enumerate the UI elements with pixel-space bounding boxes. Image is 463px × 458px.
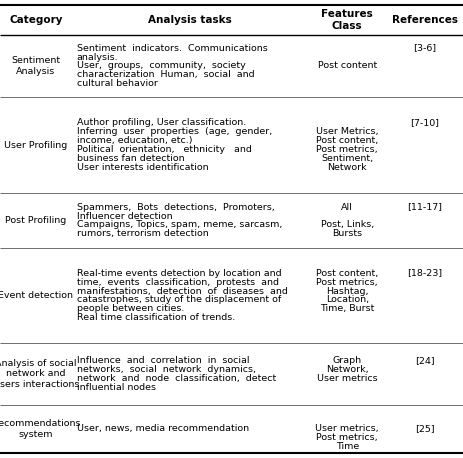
Text: Event detection: Event detection [0,291,73,300]
Text: User,  groups,  community,  society: User, groups, community, society [77,61,245,71]
Text: Network,: Network, [326,365,369,374]
Text: All: All [341,202,353,212]
Text: Category: Category [9,15,63,25]
Text: Spammers,  Bots  detections,  Promoters,: Spammers, Bots detections, Promoters, [77,202,275,212]
Text: catastrophes, study of the displacement of: catastrophes, study of the displacement … [77,295,281,305]
Text: Post metrics,: Post metrics, [316,145,378,154]
Text: Sentiment
Analysis: Sentiment Analysis [11,56,61,76]
Text: Author profiling, User classification.: Author profiling, User classification. [77,118,246,127]
Text: [24]: [24] [415,356,435,365]
Text: User Profiling: User Profiling [4,141,68,149]
Text: Political  orientation,   ethnicity   and: Political orientation, ethnicity and [77,145,251,154]
Text: [3-6]: [3-6] [413,44,436,53]
Text: Real time classification of trends.: Real time classification of trends. [77,313,235,322]
Text: Campaigns, Topics, spam, meme, sarcasm,: Campaigns, Topics, spam, meme, sarcasm, [77,220,282,229]
Text: people between cities.: people between cities. [77,305,184,313]
Text: business fan detection: business fan detection [77,154,184,163]
Text: Sentiment  indicators.  Communications: Sentiment indicators. Communications [77,44,268,53]
Text: Analysis of social
network and
Users interactions: Analysis of social network and Users int… [0,359,79,389]
Text: Graph: Graph [333,356,362,365]
Text: [18-23]: [18-23] [407,268,442,278]
Text: User metrics,: User metrics, [315,425,379,434]
Text: Network: Network [327,163,367,172]
Text: Post content: Post content [318,61,377,71]
Text: [11-17]: [11-17] [407,202,442,212]
Text: Location,: Location, [325,295,369,305]
Text: Time: Time [336,442,359,452]
Text: Recommendations
system: Recommendations system [0,420,80,439]
Text: Inferring  user  properties  (age,  gender,: Inferring user properties (age, gender, [77,127,272,136]
Text: Post Profiling: Post Profiling [5,216,67,225]
Text: Real-time events detection by location and: Real-time events detection by location a… [77,268,282,278]
Text: influential nodes: influential nodes [77,383,156,392]
Text: Post, Links,: Post, Links, [320,220,374,229]
Text: characterization  Human,  social  and: characterization Human, social and [77,71,254,80]
Text: cultural behavior: cultural behavior [77,79,157,88]
Text: Post content,: Post content, [316,136,378,145]
Text: User, news, media recommendation: User, news, media recommendation [77,425,249,434]
Text: Influence  and  correlation  in  social: Influence and correlation in social [77,356,249,365]
Text: Influencer detection: Influencer detection [77,212,172,220]
Text: Hashtag,: Hashtag, [326,287,369,295]
Text: Post content,: Post content, [316,268,378,278]
Text: User metrics: User metrics [317,374,377,383]
Text: network  and  node  classification,  detect: network and node classification, detect [77,374,276,383]
Text: Post metrics,: Post metrics, [316,278,378,287]
Text: Bursts: Bursts [332,229,363,239]
Text: Time, Burst: Time, Burst [320,305,375,313]
Text: [7-10]: [7-10] [410,118,439,127]
Text: manifestations,  detection  of  diseases  and: manifestations, detection of diseases an… [77,287,288,295]
Text: networks,  social  network  dynamics,: networks, social network dynamics, [77,365,256,374]
Text: [25]: [25] [415,425,435,434]
Text: References: References [392,15,458,25]
Text: income, education, etc.): income, education, etc.) [77,136,192,145]
Text: time,  events  classification,  protests  and: time, events classification, protests an… [77,278,279,287]
Text: Post metrics,: Post metrics, [316,433,378,442]
Text: rumors, terrorism detection: rumors, terrorism detection [77,229,208,239]
Text: Sentiment,: Sentiment, [321,154,373,163]
Text: User Metrics,: User Metrics, [316,127,378,136]
Text: Analysis tasks: Analysis tasks [148,15,232,25]
Text: Features
Class: Features Class [321,9,373,31]
Text: User interests identification: User interests identification [77,163,208,172]
Text: analysis.: analysis. [77,53,119,61]
